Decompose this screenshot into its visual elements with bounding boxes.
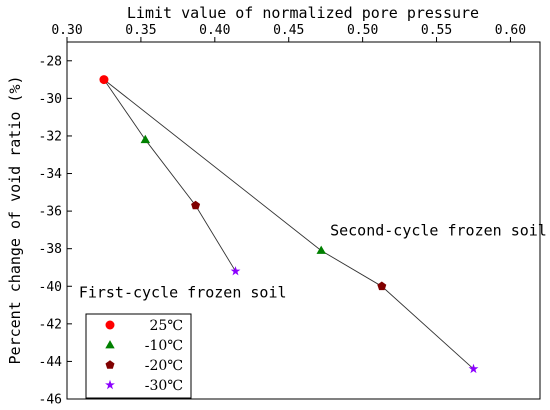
axis-ticks: 0.30 0.35 0.40 0.45 0.50 0.55 0.60 -28 -30 -32 -34… — [39, 23, 527, 408]
x-tick-label: 0.45 — [273, 23, 304, 38]
y-tick-label: -28 — [39, 54, 62, 69]
y-tick-label: -44 — [39, 355, 63, 370]
x-tick-label: 0.35 — [125, 23, 156, 38]
legend-marker-pentagon — [105, 360, 115, 369]
y-tick-label: -42 — [39, 317, 62, 332]
x-tick-label: 0.30 — [51, 23, 82, 38]
legend: 25℃ -10℃ -20℃ -30℃ — [85, 313, 192, 399]
legend-label: 25℃ — [150, 318, 183, 334]
data-point-pentagon — [191, 200, 201, 210]
x-tick-label: 0.60 — [495, 23, 526, 38]
legend-label: -30℃ — [145, 378, 183, 394]
data-point-triangle — [316, 245, 326, 254]
y-axis-title: Percent change of void ratio (%) — [6, 76, 24, 365]
legend-marker-circle — [105, 320, 115, 330]
y-tick-label: -30 — [39, 92, 62, 107]
first-cycle-line — [103, 79, 236, 272]
second-cycle-line — [103, 79, 474, 370]
legend-label: -10℃ — [145, 338, 183, 354]
x-tick-label: 0.50 — [347, 23, 378, 38]
y-tick-label: -32 — [39, 129, 62, 144]
series-lines — [103, 79, 474, 370]
legend-marker-triangle — [105, 340, 115, 349]
data-point-star — [468, 363, 479, 374]
plot-frame — [66, 41, 541, 400]
y-tick-label: -36 — [39, 205, 62, 220]
x-tick-label: 0.55 — [421, 23, 452, 38]
legend-label: -20℃ — [145, 358, 183, 374]
y-tick-label: -38 — [39, 242, 62, 257]
y-tick-label: -46 — [39, 393, 62, 408]
data-point-star — [230, 266, 241, 276]
data-point-triangle — [140, 134, 151, 144]
x-axis-title: Limit value of normalized pore pressure — [127, 4, 479, 22]
data-points — [99, 75, 479, 374]
data-point-pentagon — [377, 281, 387, 291]
y-tick-label: -34 — [39, 167, 63, 182]
annotation-second-cycle: Second-cycle frozen soil — [330, 222, 547, 240]
legend-marker-star — [105, 379, 115, 390]
annotation-first-cycle: First-cycle frozen soil — [79, 284, 287, 302]
legend-box — [85, 313, 192, 399]
data-point-circle — [99, 75, 109, 85]
x-tick-label: 0.40 — [199, 23, 230, 38]
y-tick-label: -40 — [39, 280, 62, 295]
